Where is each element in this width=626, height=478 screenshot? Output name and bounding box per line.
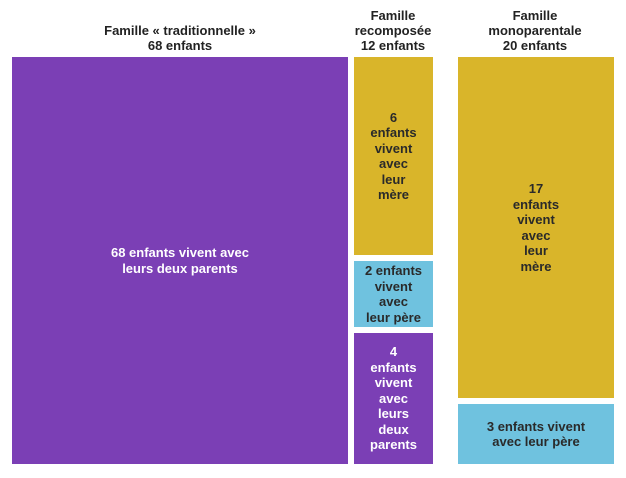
column-title-monoparentale: Famille monoparentale 20 enfants [488,8,582,53]
column-title-recomposee: Famille recomposée 12 enfants [354,8,432,53]
segment-deux-parents: 68 enfants vivent avec leurs deux parent… [12,57,348,464]
segment-pere: 3 enfants vivent avec leur père [458,404,614,464]
column-title-traditionnelle: Famille « traditionnelle » 68 enfants [104,23,256,53]
segment-mere: 17 enfants vivent avec leur mère [458,57,614,398]
segment-pere: 2 enfants vivent avec leur père [354,261,433,327]
segment-deux-parents: 4 enfants vivent avec leurs deux parents [354,333,433,464]
column-recomposee: 6 enfants vivent avec leur mère 2 enfant… [354,57,433,464]
column-traditionnelle: 68 enfants vivent avec leurs deux parent… [12,57,348,464]
column-monoparentale: 17 enfants vivent avec leur mère 3 enfan… [458,57,614,464]
segment-mere: 6 enfants vivent avec leur mère [354,57,433,255]
